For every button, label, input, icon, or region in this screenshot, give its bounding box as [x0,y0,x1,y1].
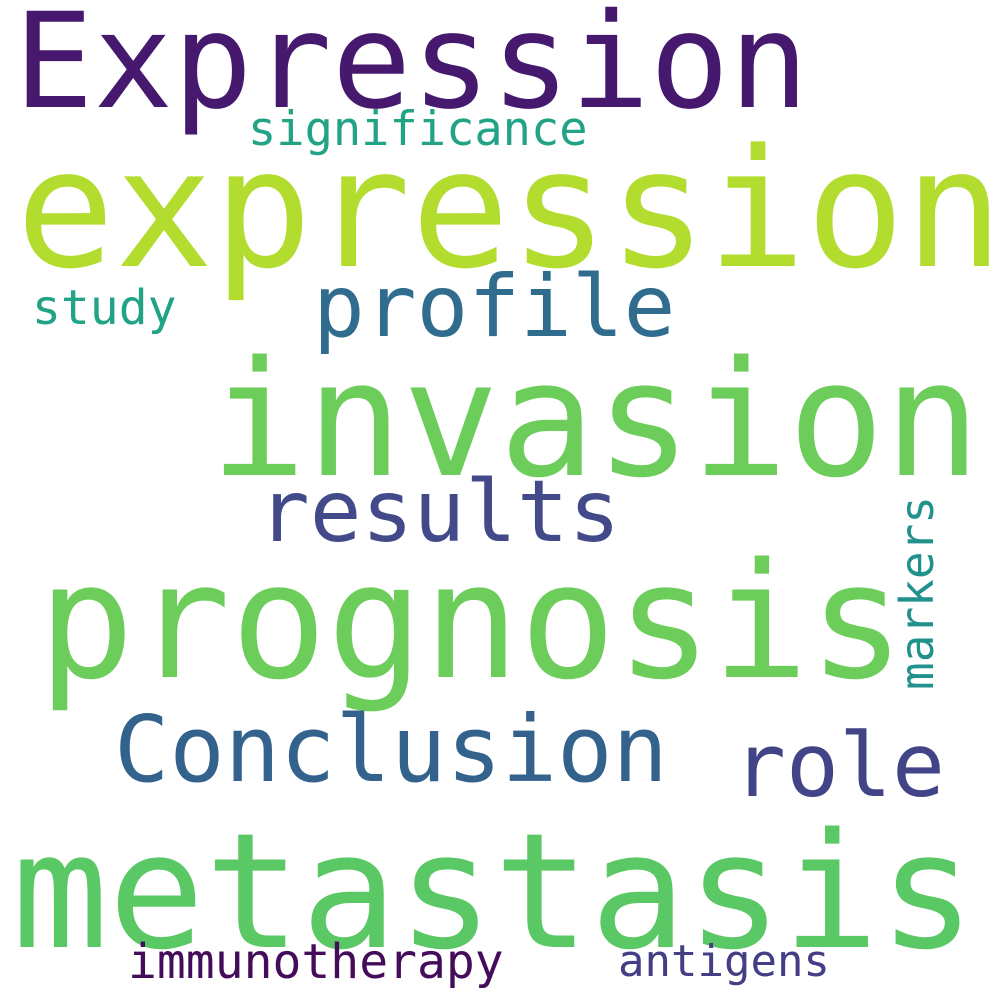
word-significance: significance [248,102,588,157]
word-markers: markers [889,496,944,690]
word-invasion: invasion [210,326,981,513]
word-immunotherapy: immunotherapy [128,934,504,990]
word-prognosis: prognosis [38,528,905,715]
word-results: results [258,462,621,562]
word-conclusion: Conclusion [114,696,668,803]
word-expression: expression [16,114,1000,305]
word-study: study [32,280,177,336]
word-expression-capitalized: Expression [14,0,809,139]
word-metastasis: metastasis [12,798,976,985]
word-role: role [733,714,945,817]
word-profile: profile [313,257,676,357]
word-antigens: antigens [618,936,830,987]
